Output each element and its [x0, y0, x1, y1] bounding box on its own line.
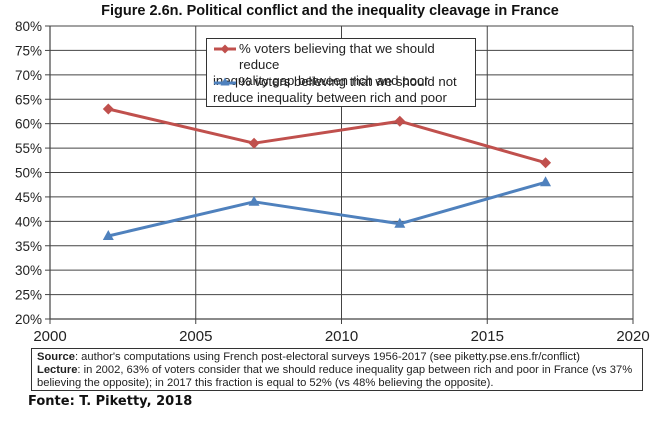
legend-label-not-reduce-line2: reduce inequality between rich and poor [213, 90, 447, 105]
lecture-line: Lecture: in 2002, 63% of voters consider… [37, 364, 637, 390]
y-tick-label: 60% [15, 117, 42, 132]
source-label: Source [37, 351, 75, 363]
y-tick-label: 50% [15, 166, 42, 181]
legend-swatch-not-reduce [214, 77, 236, 86]
legend-item-reduce: % voters believing that we should reduce… [213, 41, 475, 89]
x-tick-label: 2015 [471, 328, 504, 345]
lecture-label: Lecture [37, 364, 78, 376]
legend-item-not-reduce: % voters believing that we should not re… [213, 74, 475, 106]
data-point-diamond [394, 115, 406, 127]
legend-label-not-reduce-line1: % voters believing that we should not [239, 74, 457, 89]
legend: % voters believing that we should reduce… [206, 38, 476, 107]
x-tick-label: 2020 [616, 328, 649, 345]
data-point-diamond [540, 157, 552, 169]
y-tick-label: 65% [15, 92, 42, 107]
data-point-diamond [248, 137, 260, 149]
y-tick-label: 25% [15, 288, 42, 303]
source-line: Source: author's computations using Fren… [37, 351, 637, 364]
y-tick-label: 55% [15, 141, 42, 156]
x-tick-label: 2010 [325, 328, 358, 345]
legend-label-reduce-line2: inequality gap between rich and poor [213, 73, 429, 88]
series-line-0 [107, 107, 546, 165]
data-point-triangle [102, 229, 114, 240]
data-point-triangle [394, 217, 406, 228]
chart-title: Figure 2.6n. Political conflict and the … [101, 3, 559, 19]
x-axis-ticks: 2000 2005 2010 2015 2020 [33, 328, 649, 345]
y-axis-ticks: 20% 25% 30% 35% 40% 45% 50% 55% 60% 65% 70% 75% 80% [15, 19, 42, 327]
y-tick-label: 30% [15, 263, 42, 278]
data-point-diamond [102, 103, 114, 115]
data-point-triangle [248, 195, 260, 206]
legend-label-reduce-line1: % voters believing that we should reduce [239, 41, 435, 72]
legend-swatch-reduce [214, 44, 236, 54]
y-tick-label: 80% [15, 19, 42, 34]
y-tick-label: 75% [15, 43, 42, 58]
y-tick-label: 35% [15, 239, 42, 254]
source-note-box: Source: author's computations using Fren… [31, 348, 643, 391]
credit-line: Fonte: T. Piketty, 2018 [28, 394, 193, 409]
series-line-1 [107, 180, 546, 238]
source-text: : author's computations using French pos… [74, 351, 580, 363]
x-tick-label: 2005 [179, 328, 212, 345]
data-point-triangle [540, 176, 552, 187]
lecture-text: : in 2002, 63% of voters consider that w… [37, 364, 633, 389]
y-tick-label: 45% [15, 190, 42, 205]
y-tick-label: 70% [15, 68, 42, 83]
axes [45, 25, 634, 324]
y-tick-label: 40% [15, 214, 42, 229]
series-layer [102, 103, 552, 240]
y-tick-label: 20% [15, 312, 42, 327]
x-tick-label: 2000 [33, 328, 66, 345]
